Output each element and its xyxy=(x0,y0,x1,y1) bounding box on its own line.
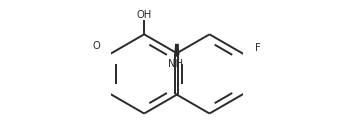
Text: NH: NH xyxy=(168,59,183,69)
Text: F: F xyxy=(255,43,261,53)
Text: OH: OH xyxy=(137,10,152,20)
Text: O: O xyxy=(93,41,101,51)
